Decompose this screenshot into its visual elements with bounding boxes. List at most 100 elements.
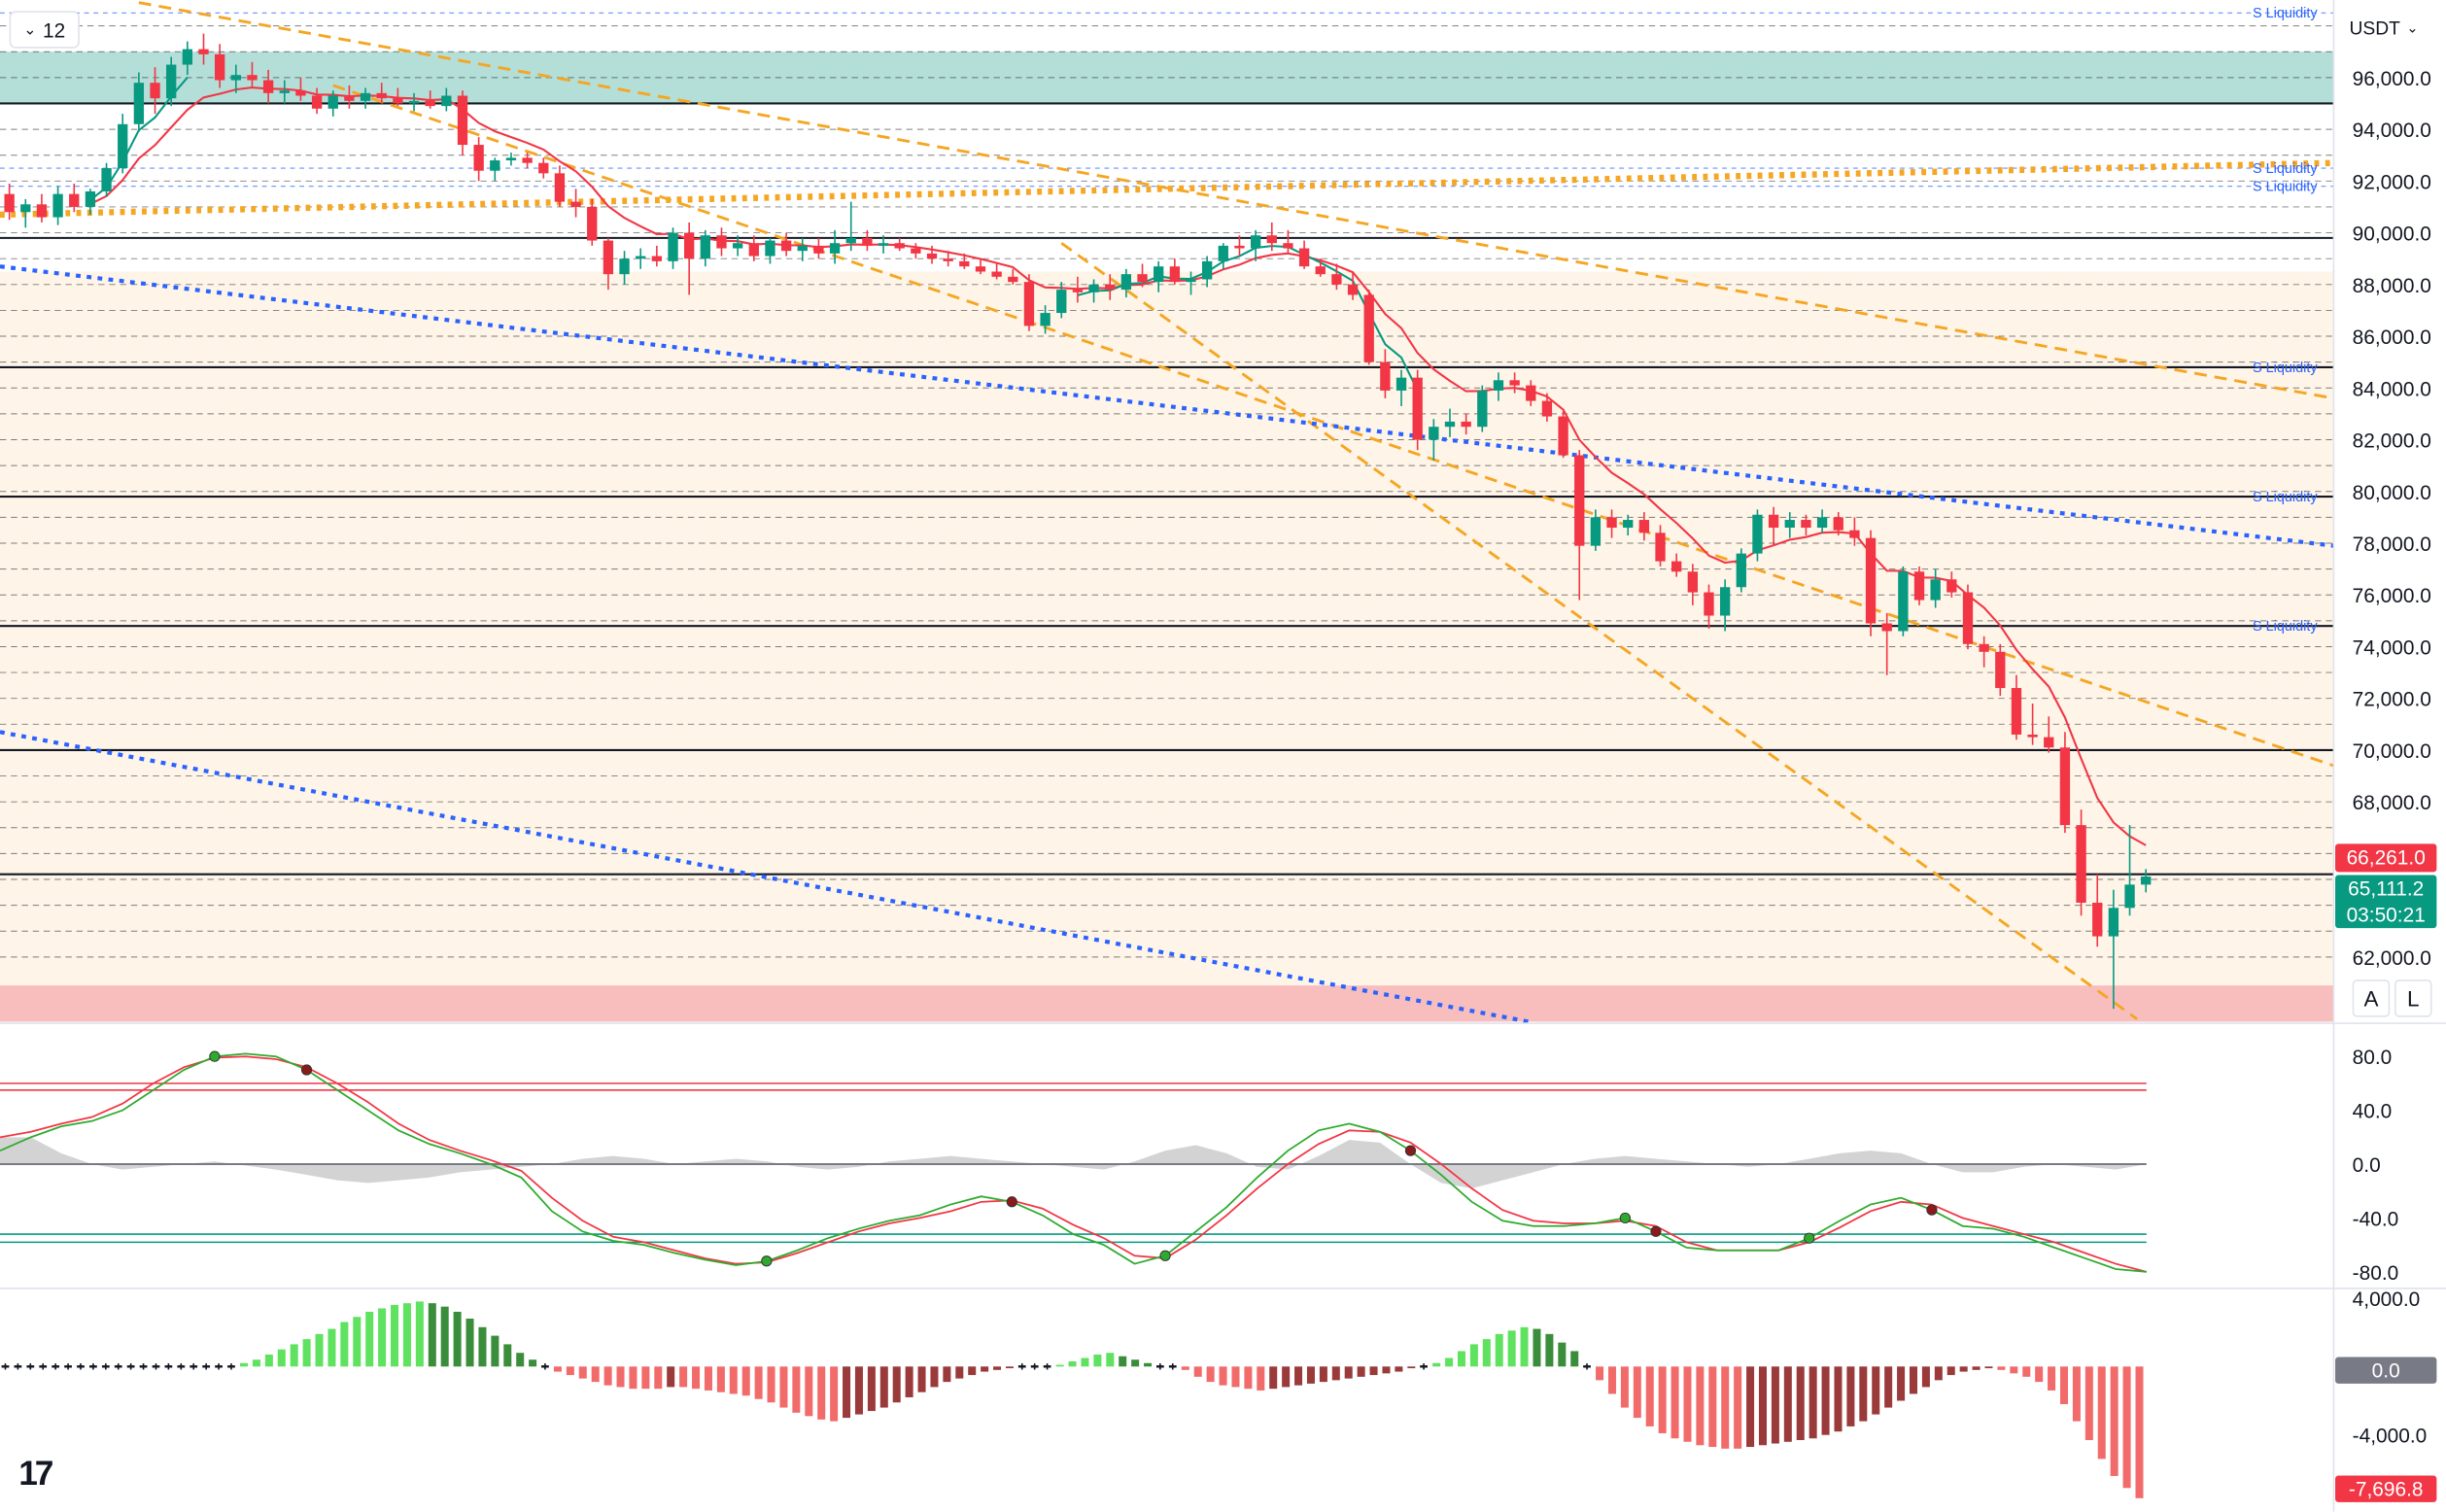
tradingview-logo[interactable]: 17 [18,1454,53,1494]
histogram-bar [955,1366,964,1379]
candle [36,193,48,223]
candle [1606,509,1617,538]
candle [1429,419,1439,461]
histogram-bar [679,1366,688,1388]
candle-body [1298,248,1310,267]
candle [732,235,743,257]
candle-body [327,95,338,109]
candle [845,201,856,252]
histogram-bar [290,1344,298,1367]
candle-body [262,80,274,93]
histogram-bar [1984,1366,1993,1369]
candle [1105,274,1116,300]
histogram-bar [817,1366,826,1420]
candle-body [651,256,663,261]
histogram-bar [629,1366,637,1390]
histogram-bar [1897,1366,1906,1401]
liquidity-label: S Liquidity [2253,179,2318,194]
candle [1412,369,1423,451]
candle [554,165,566,207]
histogram-bar [1821,1366,1830,1435]
histogram-bar [591,1366,600,1383]
candle-body [52,193,63,218]
candle [2011,674,2022,740]
chevron-down-icon: ⌄ [2406,19,2419,36]
histogram-bar [2022,1366,2031,1377]
histogram-bar [1520,1326,1529,1367]
candle-body [101,168,112,191]
candle [862,229,873,252]
candle [926,245,938,264]
candle-body [1995,651,2006,689]
crossover-marker [761,1255,773,1267]
histogram-bar [2035,1366,2044,1383]
interval-selector[interactable]: ⌄ 12 [9,11,80,49]
histogram-bar [1696,1366,1705,1446]
histogram-bar [1319,1366,1327,1383]
histogram-bar [1495,1333,1503,1367]
histogram-bar [1545,1333,1554,1367]
histogram-bar [1783,1366,1792,1442]
price-axis-tick: 76,000.0 [2353,585,2431,607]
candle-body [619,258,630,275]
histogram-bar [1972,1366,1981,1370]
candle [1444,408,1456,437]
candle [619,251,630,285]
candle-body [344,95,355,101]
candle-body [1784,520,1795,529]
histogram-bar [917,1366,926,1392]
candle-body [2092,902,2103,937]
candle [1704,584,1714,629]
candle [1865,530,1877,636]
candle-body [603,240,614,275]
histogram-bar [1469,1344,1478,1367]
histogram-bar [754,1366,763,1399]
currency-selector[interactable]: USDT ⌄ [2339,12,2429,44]
candle-body [1493,380,1504,391]
candle [1930,568,1941,608]
histogram-bar [1645,1366,1654,1426]
histogram-bar [503,1344,512,1367]
histogram-bar [1282,1366,1291,1388]
price-axis-tick: 74,000.0 [2353,636,2431,659]
candle-body [2108,908,2119,937]
log-scale-button[interactable]: L [2394,979,2432,1017]
candle-body [1881,623,1892,632]
histogram-bar [1407,1366,1416,1369]
histogram-bar [578,1366,587,1379]
histogram-bar [1671,1366,1679,1439]
candle [1784,512,1795,538]
histogram-bar [264,1354,273,1367]
support-zone [0,985,2334,1022]
histogram-bar [692,1366,701,1390]
candle [1946,571,1957,598]
candle-body [2027,734,2038,738]
candle-body [765,240,775,257]
histogram-bar [553,1366,562,1372]
histogram-bar [867,1366,876,1412]
candle [505,153,517,166]
candle-body [1201,260,1213,280]
candle [1833,512,1843,536]
candle [393,87,403,107]
candle [2124,825,2135,916]
candle [1574,450,1585,601]
candle [1137,263,1148,288]
candle-body [878,243,889,246]
candle [587,198,598,246]
price-axis-tick: 92,000.0 [2353,171,2431,193]
candle [408,92,420,112]
descending-channel-line [1060,242,2139,1020]
candle [1023,274,1035,331]
candle-body [813,245,824,254]
auto-scale-button[interactable]: A [2352,979,2391,1017]
currency-label: USDT [2349,17,2400,40]
histogram-bar [1257,1366,1265,1391]
candle-body [1671,561,1682,572]
candle [133,72,145,132]
histogram-bar [1946,1366,1955,1376]
candle [1671,553,1682,577]
candle [1298,240,1310,269]
candle-body [991,271,1002,277]
